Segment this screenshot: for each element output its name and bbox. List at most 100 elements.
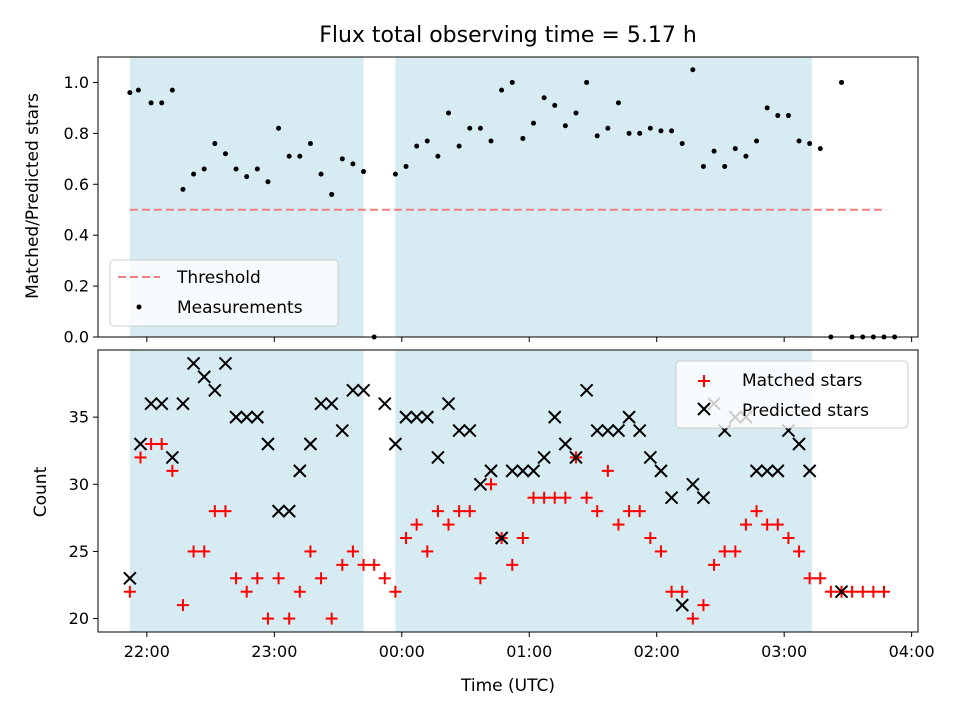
matched-star-point: [134, 451, 147, 464]
matched-star-point: [219, 505, 232, 518]
predicted-star-point: [409, 410, 424, 424]
matched-star-point: [123, 585, 136, 598]
measurement-point: [276, 125, 282, 131]
y-tick-label: 0.4: [64, 226, 89, 245]
y-tick-label: 0.6: [64, 175, 89, 194]
predicted-star-point: [558, 437, 573, 451]
predicted-star-point: [155, 397, 169, 411]
measurement-point: [488, 138, 494, 144]
predicted-star-point: [239, 410, 254, 424]
matched-star-point: [591, 505, 604, 518]
predicted-star-point: [388, 437, 403, 451]
matched-star-point: [739, 518, 752, 531]
predicted-star-point: [537, 450, 551, 465]
predicted-star-point: [261, 437, 275, 451]
measurement-point: [562, 123, 568, 129]
predicted-star-point: [250, 410, 265, 424]
bottom-axes-frame: [97, 349, 919, 633]
measurement-point: [265, 179, 271, 185]
matched-star-point: [357, 558, 370, 571]
predicted-star-point: [590, 423, 604, 438]
predicted-star-point: [771, 464, 785, 478]
shaded-interval: [129, 350, 364, 632]
measurement-point: [286, 153, 292, 159]
predicted-star-point: [176, 397, 190, 411]
measurement-point: [626, 130, 632, 136]
measurement-point: [467, 125, 473, 131]
matched-star-point: [346, 545, 359, 558]
top-legend-box: [109, 259, 339, 327]
y-tick-label: 20: [69, 609, 89, 628]
matched-star-point: [293, 585, 306, 598]
legend-matched-swatch: [698, 375, 710, 387]
predicted-star-point: [324, 397, 339, 411]
predicted-star-point: [633, 423, 647, 438]
measurement-point: [424, 138, 430, 144]
x-axis-label: Time (UTC): [460, 676, 555, 696]
measurement-point: [807, 141, 813, 147]
measurement-point: [615, 100, 621, 106]
matched-star-point: [272, 572, 285, 585]
matched-star-point: [665, 585, 678, 598]
measurement-point: [839, 79, 845, 85]
x-tick-label: 01:00: [506, 642, 552, 661]
predicted-star-point: [484, 464, 498, 478]
matched-star-point: [187, 545, 200, 558]
predicted-star-point: [420, 410, 434, 424]
measurement-point: [732, 146, 738, 152]
measurement-point: [541, 95, 547, 101]
matched-star-point: [145, 438, 158, 450]
measurement-point: [711, 148, 717, 154]
y-tick-label: 0.2: [64, 277, 89, 296]
measurement-point: [785, 113, 791, 119]
measurement-point: [690, 67, 696, 73]
predicted-star-point: [144, 397, 158, 411]
measurement-point: [135, 87, 141, 93]
matched-star-point: [580, 491, 593, 504]
bottom-axes: 20 25 30 35 22:00 23:00 00:00 01:00 02:00 03:00 0…: [31, 349, 935, 696]
measurement-point: [169, 87, 175, 93]
top-x-ticks: [146, 337, 913, 342]
measurement-point: [594, 133, 600, 139]
measurement-point: [329, 191, 335, 197]
measurement-point: [817, 146, 823, 152]
legend-matched-label: Matched stars: [742, 371, 862, 391]
predicted-star-point: [749, 464, 764, 478]
matched-star-point: [198, 545, 211, 558]
matched-star-point: [623, 505, 636, 518]
predicted-star-point: [378, 397, 392, 411]
measurement-point: [414, 143, 420, 149]
measurement-point: [743, 153, 749, 159]
matched-star-point: [261, 612, 274, 625]
measurement-point: [658, 128, 664, 134]
predicted-star-point: [356, 383, 371, 397]
matched-star-point: [846, 585, 859, 598]
measurement-point: [499, 87, 505, 93]
matched-star-point: [750, 505, 763, 518]
predicted-star-point: [463, 423, 477, 438]
matched-star-point: [676, 585, 689, 598]
matched-star-point: [485, 478, 498, 491]
matched-star-point: [697, 599, 710, 612]
matched-star-point: [453, 505, 466, 518]
predicted-star-point: [123, 571, 137, 585]
measurement-point: [350, 161, 356, 167]
matched-star-point: [336, 558, 349, 571]
matched-star-point: [176, 599, 189, 612]
predicted-star-point: [548, 410, 562, 424]
x-tick-label: 04:00: [889, 642, 935, 661]
matched-star-point: [315, 572, 328, 585]
matched-star-point: [782, 532, 795, 544]
measurement-point: [180, 186, 186, 192]
measurement-point: [520, 135, 526, 141]
predicted-star-point: [282, 504, 296, 518]
measurement-point: [159, 100, 165, 106]
predicted-star-point: [601, 423, 615, 438]
matched-star-point: [410, 518, 423, 531]
matched-star-point: [708, 558, 721, 571]
predicted-star-point: [165, 450, 180, 465]
matched-star-point: [431, 505, 444, 518]
matched-star-point: [633, 505, 646, 518]
predicted-star-point: [792, 437, 806, 451]
